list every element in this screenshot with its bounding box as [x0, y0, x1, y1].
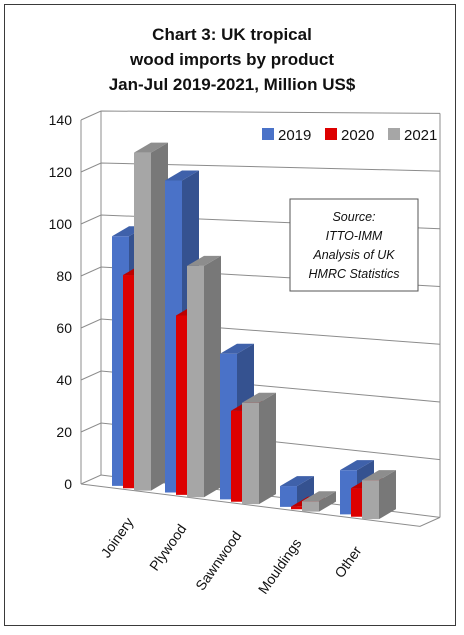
category-label-sawnwood: Sawnwood [192, 528, 244, 593]
source-note-line-1: Source: [332, 210, 375, 224]
source-note: Source: ITTO-IMM Analysis of UK HMRC Sta… [289, 198, 419, 292]
bar-plywood-2021 [187, 255, 221, 498]
source-note-line-2: ITTO-IMM [326, 229, 383, 243]
y-axis-ticks: 0 20 40 60 80 100 120 140 [49, 112, 73, 492]
chart-title-line-3: Jan-Jul 2019-2021, Million US$ [109, 75, 356, 94]
gridlines [80, 110, 441, 527]
y-tick-label-140: 140 [49, 112, 73, 128]
category-label-plywood: Plywood [146, 521, 189, 574]
legend-label-2021: 2021 [404, 127, 437, 144]
source-note-box [289, 198, 419, 292]
y-tick-label-120: 120 [49, 164, 73, 180]
legend-label-2020: 2020 [341, 127, 374, 144]
chart-title-line-2: wood imports by product [129, 50, 334, 69]
y-tick-label-80: 80 [56, 268, 72, 284]
chart-title: Chart 3: UK tropical wood imports by pro… [109, 25, 356, 94]
source-note-line-3: Analysis of UK [312, 248, 395, 262]
y-tick-label-100: 100 [49, 216, 73, 232]
x-axis-labels: Joinery Plywood Sawnwood Mouldings Other [97, 514, 364, 596]
category-label-mouldings: Mouldings [255, 535, 305, 596]
category-label-joinery: Joinery [97, 514, 136, 560]
source-note-line-4: HMRC Statistics [309, 267, 400, 281]
bar-sawnwood-2021 [242, 392, 276, 505]
bar-other-2021 [362, 470, 396, 520]
legend-label-2019: 2019 [278, 127, 311, 144]
legend-swatch-2019 [262, 128, 274, 140]
legend: 2019 2020 2021 [262, 127, 437, 144]
legend-swatch-2020 [325, 128, 337, 140]
y-tick-label-60: 60 [56, 320, 72, 336]
legend-swatch-2021 [388, 128, 400, 140]
bar-mouldings-2021 [302, 491, 336, 512]
chart-title-line-1: Chart 3: UK tropical [152, 25, 312, 44]
y-tick-label-20: 20 [56, 424, 72, 440]
bars [112, 142, 396, 520]
y-tick-label-40: 40 [56, 372, 72, 388]
category-label-other: Other [331, 543, 364, 581]
y-tick-label-0: 0 [64, 476, 72, 492]
bar-joinery-2021 [134, 142, 168, 491]
